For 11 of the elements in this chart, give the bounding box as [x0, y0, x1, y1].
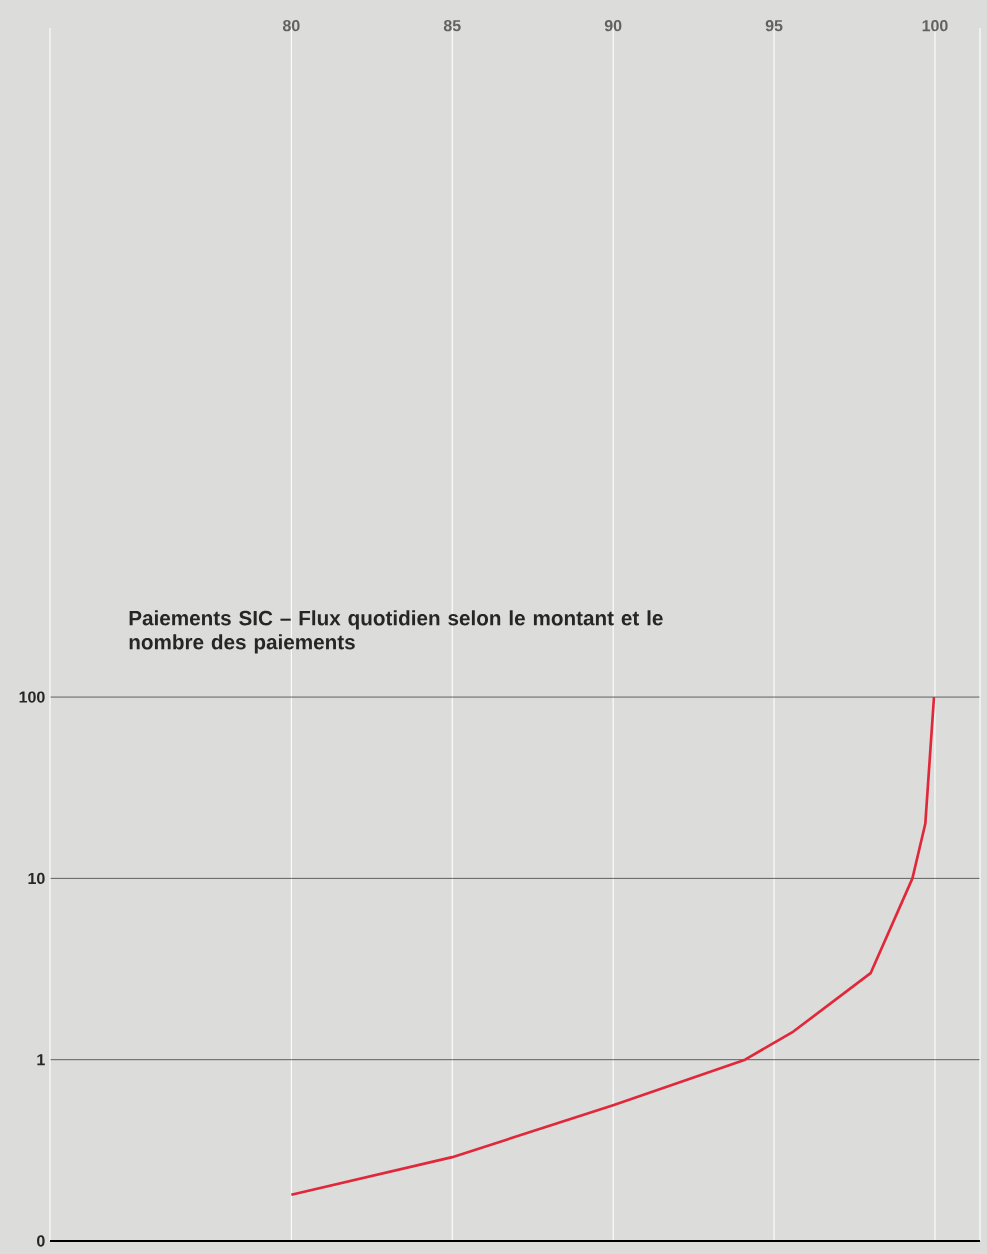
line-series: [290, 695, 936, 1197]
y-tick-label: 1: [37, 1054, 45, 1066]
y-tick-label: 0: [37, 1235, 45, 1247]
y-tick-label: 100: [19, 691, 45, 703]
x-tick-label: 85: [443, 19, 461, 32]
text: Paiements SIC – Flux quotidien selon le montant et le nombre des paiements: [129, 610, 663, 654]
x-tick-label: 95: [765, 19, 783, 32]
y-tick-label: 10: [28, 872, 45, 885]
x-tick-label: 100: [922, 19, 948, 32]
x-tick-label: 90: [604, 19, 622, 32]
x-tick-label: 80: [282, 19, 300, 32]
